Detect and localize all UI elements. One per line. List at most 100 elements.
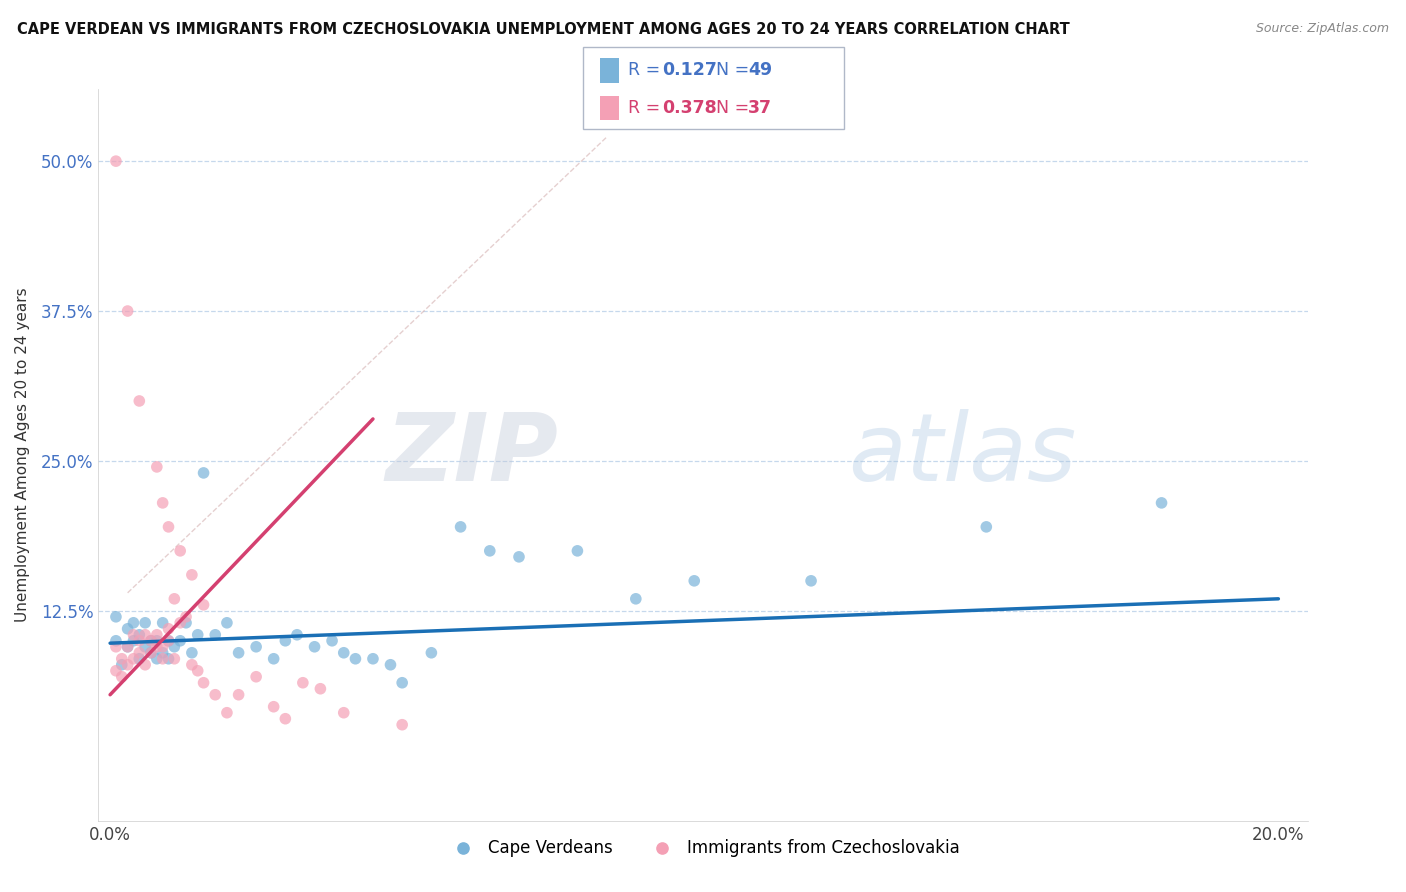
Point [174,615,197,630]
Point [193,675,215,690]
Point [122,652,145,666]
Point [157,633,180,648]
Text: CAPE VERDEAN VS IMMIGRANTS FROM CZECHOSLOVAKIA UNEMPLOYMENT AMONG AGES 20 TO 24 : CAPE VERDEAN VS IMMIGRANTS FROM CZECHOSL… [17,22,1070,37]
Point [683,574,706,588]
Point [128,646,150,660]
Point [169,544,191,558]
Point [128,394,150,409]
Text: Source: ZipAtlas.com: Source: ZipAtlas.com [1256,22,1389,36]
Text: 49: 49 [748,62,772,79]
Point [228,646,250,660]
Point [309,681,332,696]
Point [215,615,238,630]
Point [104,664,127,678]
Point [134,657,156,672]
Point [204,628,226,642]
Point [263,652,285,666]
Point [134,615,156,630]
Point [450,520,472,534]
Point [152,640,174,654]
Point [146,459,169,474]
Point [391,675,413,690]
Point [139,646,162,660]
Point [228,688,250,702]
Point [111,652,134,666]
Text: 37: 37 [748,99,772,117]
Point [157,520,180,534]
Point [111,670,134,684]
Text: R =: R = [628,62,666,79]
Point [122,615,145,630]
Point [274,712,297,726]
Point [245,670,267,684]
Point [291,675,314,690]
Legend: Cape Verdeans, Immigrants from Czechoslovakia: Cape Verdeans, Immigrants from Czechoslo… [439,832,967,863]
Point [245,640,267,654]
Point [128,633,150,648]
Point [163,640,186,654]
Point [134,640,156,654]
Point [180,646,202,660]
Text: atlas: atlas [848,409,1077,500]
Point [122,628,145,642]
Point [111,657,134,672]
Point [187,664,209,678]
Text: R =: R = [628,99,666,117]
Point [117,640,139,654]
Point [420,646,443,660]
Point [117,640,139,654]
Point [180,657,202,672]
Point [163,591,186,606]
Point [215,706,238,720]
Y-axis label: Unemployment Among Ages 20 to 24 years: Unemployment Among Ages 20 to 24 years [15,287,30,623]
Text: 0.127: 0.127 [662,62,717,79]
Point [169,615,191,630]
Point [128,652,150,666]
Point [180,567,202,582]
Point [104,609,127,624]
Point [104,640,127,654]
Text: ZIP: ZIP [385,409,558,501]
Point [117,304,139,318]
Point [146,652,169,666]
Point [157,652,180,666]
Point [304,640,326,654]
Point [174,609,197,624]
Point [193,466,215,480]
Point [478,544,501,558]
Point [567,544,589,558]
Point [128,628,150,642]
Text: N =: N = [716,62,755,79]
Point [1150,496,1173,510]
Point [187,628,209,642]
Point [361,652,384,666]
Point [152,496,174,510]
Point [134,628,156,642]
Point [122,633,145,648]
Point [508,549,530,564]
Point [344,652,367,666]
Point [152,646,174,660]
Point [391,717,413,731]
Point [380,657,402,672]
Point [193,598,215,612]
Point [800,574,823,588]
Point [157,622,180,636]
Point [332,706,354,720]
Point [139,633,162,648]
Point [104,154,127,169]
Point [274,633,297,648]
Point [263,699,285,714]
Point [624,591,647,606]
Point [157,633,180,648]
Text: N =: N = [716,99,755,117]
Point [117,622,139,636]
Point [152,652,174,666]
Point [321,633,343,648]
Point [163,652,186,666]
Text: 0.378: 0.378 [662,99,717,117]
Point [139,633,162,648]
Point [285,628,308,642]
Point [104,633,127,648]
Point [146,640,169,654]
